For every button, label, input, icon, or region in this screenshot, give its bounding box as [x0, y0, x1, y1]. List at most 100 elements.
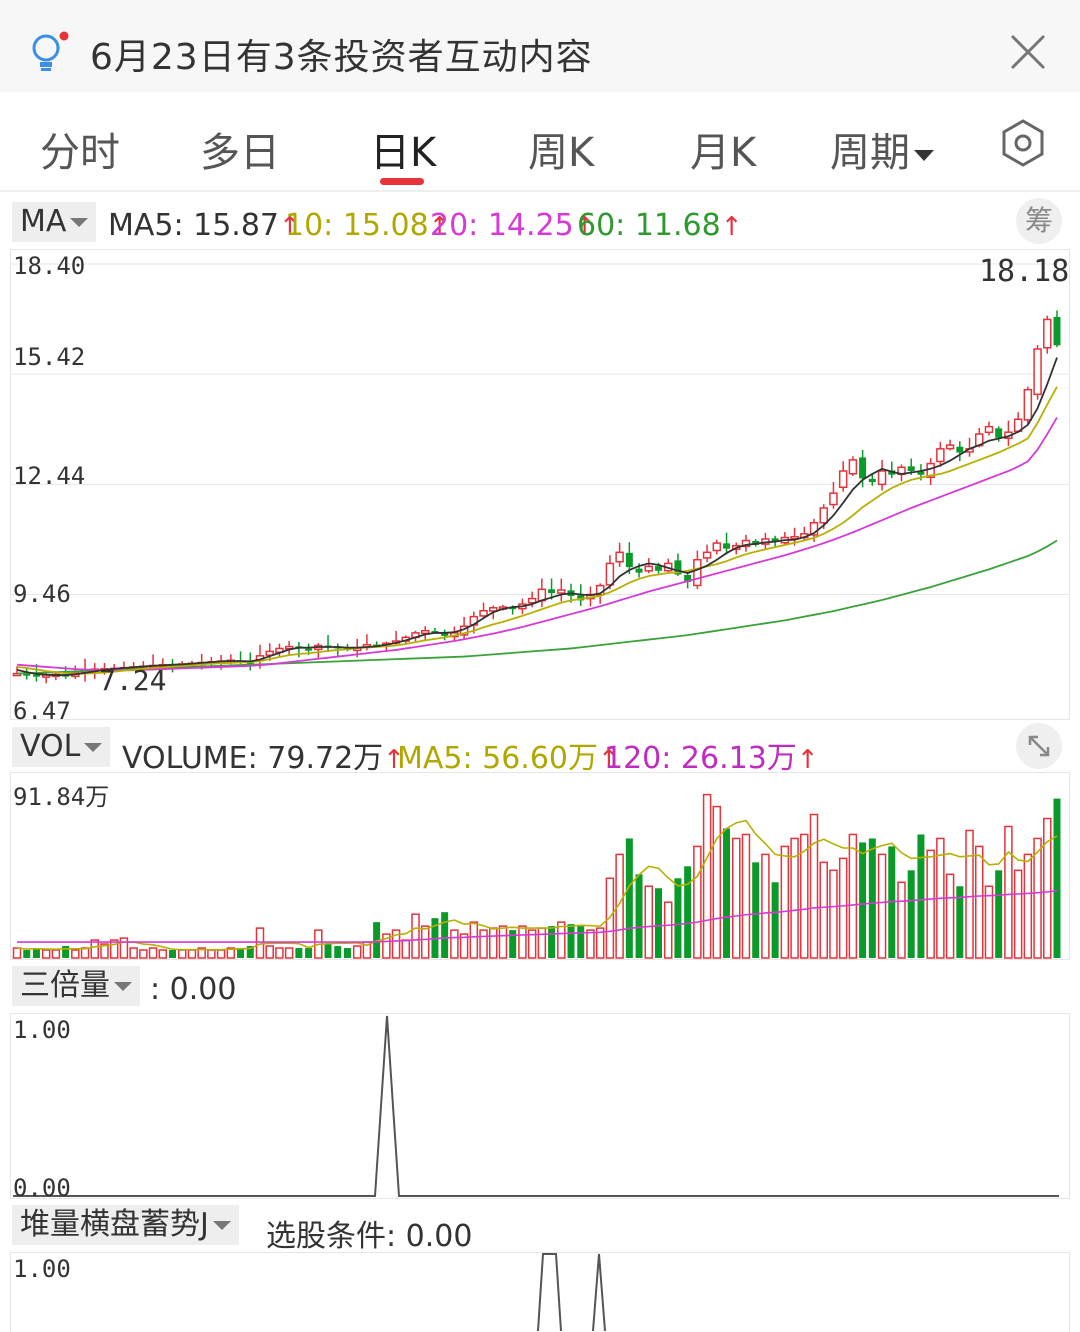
candlestick	[956, 441, 964, 462]
volume-bar	[723, 828, 731, 958]
volume-bar	[275, 947, 284, 959]
volume-bar	[800, 833, 809, 959]
period-tab-bar: 分时 多日 日K 周K 月K 周期	[0, 92, 1080, 192]
up-arrow-icon: ↑	[383, 745, 405, 775]
volume-bar	[635, 874, 643, 958]
ma20-value: 20: 14.25↑	[430, 208, 596, 243]
chip-distribution-button[interactable]: 筹	[1016, 198, 1062, 244]
vol-ma5-line	[16, 819, 1058, 951]
volume-bar	[548, 926, 556, 958]
vol-selector[interactable]: VOL	[12, 727, 111, 767]
kline-chart	[11, 263, 1069, 684]
volume-bar	[284, 947, 294, 959]
candlestick	[838, 461, 848, 492]
volume-bar	[197, 947, 206, 959]
volume-bar	[1013, 869, 1023, 959]
volume-bar	[741, 833, 751, 959]
close-icon[interactable]	[1006, 30, 1050, 74]
notice-bar[interactable]: 6月23日有3条投资者互动内容	[0, 0, 1080, 93]
candlestick	[741, 534, 751, 552]
chevron-down-icon	[70, 218, 89, 227]
y-tick-label: 12.44	[13, 462, 86, 490]
volume-bar	[868, 838, 876, 958]
candlestick	[615, 542, 624, 567]
volume-bar	[897, 881, 906, 959]
tab-multi-day[interactable]: 多日	[200, 130, 280, 176]
candlestick	[1053, 310, 1061, 348]
tab-period-dropdown[interactable]: 周期	[830, 120, 934, 178]
volume-bar	[343, 948, 351, 958]
volume-bar	[90, 939, 100, 959]
volume-bar	[829, 869, 838, 959]
volume-bar	[907, 870, 915, 958]
volume-bar	[32, 948, 40, 958]
up-arrow-icon: ↑	[796, 745, 819, 775]
duiliang-indicator-bar: 堆量横盘蓄势J 选股条件: 0.00	[0, 1201, 1080, 1254]
volume-bar	[226, 947, 236, 959]
volume-bar	[586, 929, 595, 959]
candlestick	[663, 558, 673, 572]
duiliang-value: 选股条件: 0.00	[266, 1219, 473, 1254]
tab-intraday[interactable]: 分时	[40, 130, 120, 176]
volume-bar	[498, 925, 508, 959]
duiliang-panel[interactable]: 1.00	[10, 1252, 1070, 1332]
candlestick	[868, 473, 876, 486]
volume-bar	[712, 805, 722, 959]
vol-selector-label: VOL	[20, 729, 81, 764]
chevron-down-icon	[114, 982, 132, 991]
volume-bar	[518, 925, 527, 959]
duiliang-selector[interactable]: 堆量横盘蓄势J	[12, 1205, 239, 1245]
ma20-text: 20: 14.25	[430, 208, 574, 243]
volume-bar	[684, 866, 692, 958]
candlestick	[1033, 345, 1042, 400]
ma60-line	[16, 539, 1058, 675]
sanbei-panel[interactable]: 1.00 0.00	[10, 1013, 1070, 1202]
vol-max-label: 91.84万	[13, 783, 110, 811]
up-arrow-icon: ↑	[598, 745, 620, 775]
y-tick-label: 18.40	[13, 252, 86, 280]
candlestick	[605, 555, 615, 590]
volume-bar	[926, 849, 935, 959]
expand-icon[interactable]	[1016, 723, 1062, 769]
ma-selector-label: MA	[20, 204, 67, 239]
volume-bar	[411, 913, 420, 959]
volume-text: VOLUME: 79.72万	[122, 741, 384, 776]
volume-bar	[169, 950, 177, 958]
chevron-down-icon	[212, 1221, 231, 1230]
volume-bar	[761, 853, 770, 959]
volume-bar	[148, 947, 158, 959]
ma5-text: MA5: 15.87	[108, 208, 280, 243]
candlestick	[712, 539, 722, 555]
y-tick-label: 1.00	[13, 1016, 71, 1044]
ma5-value: MA5: 15.87↑	[108, 208, 301, 243]
chevron-down-icon	[84, 743, 103, 752]
tab-period-label: 周期	[830, 130, 910, 176]
up-arrow-icon: ↑	[573, 212, 596, 242]
volume-bar	[974, 845, 984, 959]
ma5-line	[16, 357, 1058, 676]
y-tick-label: 1.00	[13, 1255, 71, 1283]
volume-bar	[537, 927, 547, 959]
tab-daily-k[interactable]: 日K	[370, 130, 437, 176]
volume-bar	[945, 873, 955, 959]
settings-hexagon-icon[interactable]	[998, 118, 1048, 168]
volume-bar	[401, 939, 411, 959]
candlestick	[644, 558, 654, 574]
volume-bar	[23, 950, 31, 958]
kline-panel[interactable]: 18.40 15.42 12.44 9.46 6.47 18.18 7.24	[10, 249, 1070, 725]
volume-bar	[352, 945, 362, 959]
chevron-down-icon	[914, 149, 934, 161]
sanbei-value: : 0.00	[150, 972, 237, 1007]
ma-selector[interactable]: MA	[12, 202, 97, 242]
tab-weekly-k[interactable]: 周K	[528, 130, 595, 176]
volume-bar	[848, 833, 858, 959]
expand-arrows-icon	[1028, 735, 1050, 757]
tab-monthly-k[interactable]: 月K	[690, 130, 757, 176]
candlestick	[684, 571, 692, 589]
sanbei-selector[interactable]: 三倍量	[12, 966, 140, 1006]
volume-panel[interactable]: 91.84万	[10, 772, 1070, 960]
y-tick-label: 0.00	[13, 1174, 71, 1202]
high-price-label: 18.18	[979, 254, 1070, 289]
volume-bar	[509, 930, 517, 958]
duiliang-selector-label: 堆量横盘蓄势J	[20, 1207, 209, 1242]
